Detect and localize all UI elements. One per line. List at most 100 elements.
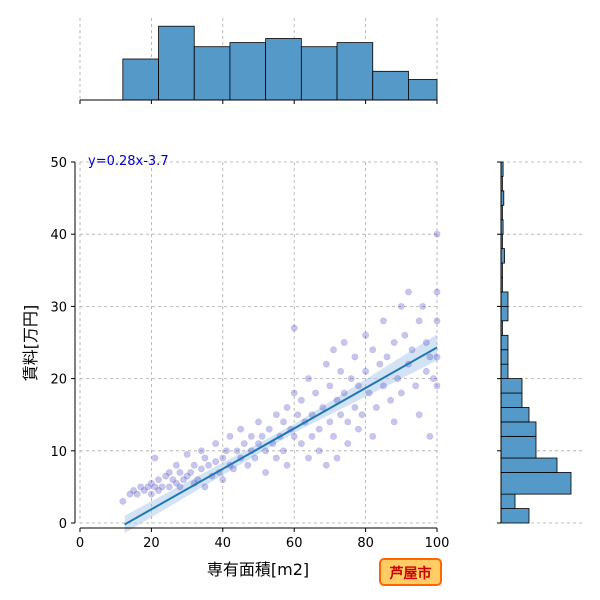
top-hist-axis	[79, 99, 438, 104]
top-hist-bar	[158, 25, 195, 101]
scatter-point	[283, 461, 291, 469]
scatter-point	[390, 418, 398, 426]
scatter-point	[151, 483, 159, 491]
scatter-point	[219, 454, 227, 462]
scatter-point	[344, 418, 352, 426]
scatter-point	[351, 353, 359, 361]
right-hist-bar	[500, 407, 530, 423]
scatter-point	[312, 389, 320, 397]
scatter-point	[329, 346, 337, 354]
scatter-point	[433, 288, 441, 296]
scatter-point	[197, 447, 205, 455]
scatter-point	[279, 447, 287, 455]
scatter-point	[422, 367, 430, 375]
scatter-point	[222, 447, 230, 455]
scatter-point	[340, 389, 348, 397]
scatter-point	[401, 331, 409, 339]
scatter-point	[265, 425, 273, 433]
x-axis-ticks: 0 20 40 60 80 100	[76, 528, 450, 551]
scatter-point	[362, 331, 370, 339]
scatter-point	[172, 461, 180, 469]
scatter-point	[290, 324, 298, 332]
scatter-point	[297, 440, 305, 448]
right-hist-bar	[500, 349, 509, 365]
scatter-point	[340, 338, 348, 346]
scatter-point	[347, 375, 355, 383]
top-hist-bar	[336, 42, 374, 101]
scatter-point	[308, 432, 316, 440]
scatter-point	[362, 367, 370, 375]
scatter-point	[429, 375, 437, 383]
scatter-point	[262, 468, 270, 476]
right-hist-axis	[497, 161, 502, 524]
scatter-point	[326, 382, 334, 390]
scatter-point	[283, 403, 291, 411]
scatter-point	[176, 468, 184, 476]
scatter-point	[262, 447, 270, 455]
top-hist-bar	[372, 70, 409, 101]
scatter-point	[376, 360, 384, 368]
scatter-point	[147, 490, 155, 498]
scatter-point	[244, 461, 252, 469]
right-hist-bar	[500, 508, 530, 524]
scatter-points	[119, 230, 441, 505]
right-hist-bar	[500, 363, 509, 380]
scatter-point	[201, 483, 209, 491]
scatter-point	[358, 411, 366, 419]
scatter-point	[155, 487, 163, 495]
scatter-point	[294, 411, 302, 419]
y-tick-label: 40	[50, 228, 67, 243]
scatter-point	[151, 454, 159, 462]
scatter-point	[219, 476, 227, 484]
scatter-point	[383, 353, 391, 361]
scatter-point	[197, 465, 205, 473]
scatter-point	[201, 454, 209, 462]
scatter-point	[319, 403, 327, 411]
top-hist-bars	[122, 25, 438, 101]
scatter-point	[290, 432, 298, 440]
top-hist-bar	[300, 46, 338, 101]
x-tick-label: 60	[286, 536, 303, 551]
scatter-point	[255, 418, 263, 426]
scatter-point	[226, 432, 234, 440]
main-gridlines	[79, 161, 438, 524]
confidence-band	[124, 334, 437, 534]
scatter-point	[158, 483, 166, 491]
scatter-point	[176, 483, 184, 491]
scatter-point	[354, 425, 362, 433]
scatter-point	[155, 476, 163, 484]
top-hist-bar	[193, 46, 231, 101]
scatter-point	[126, 490, 134, 498]
scatter-axes: 0 20 40 60 80 100 0 10 20 30 40 50 y=0.28x-3.7 専有面…	[21, 154, 449, 579]
scatter-point	[172, 479, 180, 487]
scatter-point	[379, 382, 387, 390]
scatter-point	[369, 432, 377, 440]
right-hist-bars	[500, 161, 572, 524]
scatter-point	[212, 458, 220, 466]
y-tick-label: 20	[50, 373, 67, 388]
scatter-point	[351, 403, 359, 411]
x-tick-label: 0	[76, 536, 84, 551]
scatter-point	[130, 487, 138, 495]
city-badge-label: 芦屋市	[390, 565, 432, 582]
scatter-point	[337, 367, 345, 375]
right-hist-bar	[500, 435, 537, 459]
x-tick-label: 100	[425, 536, 450, 551]
scatter-point	[251, 454, 259, 462]
right-hist-bar	[500, 392, 523, 408]
scatter-point	[272, 454, 280, 462]
scatter-point	[304, 454, 312, 462]
x-tick-label: 40	[215, 536, 232, 551]
top-hist-bar	[122, 58, 159, 101]
scatter-point	[272, 411, 280, 419]
y-axis-ticks: 0 10 20 30 40 50	[50, 156, 75, 532]
right-hist-bar	[500, 378, 523, 394]
scatter-point	[144, 483, 152, 491]
main-axis-spines	[74, 162, 437, 529]
scatter-point	[237, 425, 245, 433]
scatter-point	[165, 483, 173, 491]
right-hist-bar	[500, 457, 558, 473]
scatter-point	[419, 302, 427, 310]
regression-confidence-band	[124, 334, 437, 534]
